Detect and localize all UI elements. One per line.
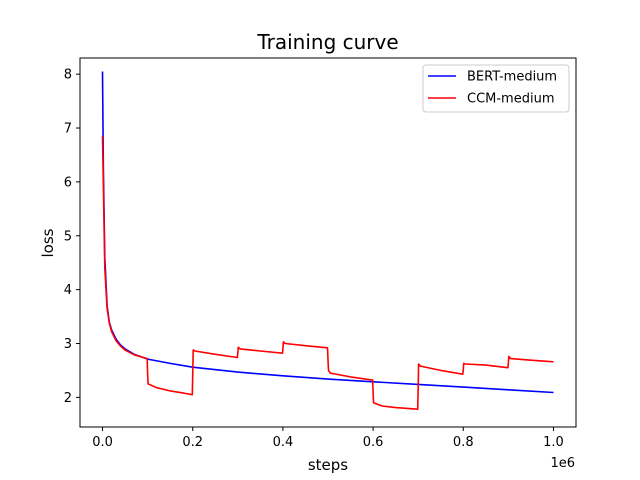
x-tick-label: 0.4 <box>273 435 294 450</box>
legend-label-ccm-medium: CCM-medium <box>467 92 555 107</box>
series-line-bert-medium <box>101 71 554 394</box>
y-axis-label: loss <box>39 228 57 257</box>
x-axis-label: steps <box>308 456 348 474</box>
y-axis: 2 3 4 5 6 7 8 <box>64 68 80 406</box>
x-tick-label: 0.0 <box>92 435 113 450</box>
y-tick-label: 2 <box>64 391 72 406</box>
x-tick-label: 0.6 <box>363 435 384 450</box>
y-tick-label: 8 <box>64 68 72 83</box>
y-tick-label: 6 <box>64 175 72 190</box>
y-tick-label: 4 <box>64 283 72 298</box>
x-tick-label: 1.0 <box>543 435 564 450</box>
legend: BERT-medium CCM-medium <box>422 64 570 113</box>
x-tick-label: 0.8 <box>453 435 474 450</box>
y-tick-label: 3 <box>64 337 72 352</box>
legend-label-bert-medium: BERT-medium <box>467 70 557 85</box>
x-axis: 0.0 0.2 0.4 0.6 0.8 1.0 <box>92 427 564 450</box>
y-tick-label: 5 <box>64 229 72 244</box>
plot-frame <box>79 57 577 428</box>
x-tick-label: 0.2 <box>182 435 203 450</box>
plot-area <box>101 71 554 411</box>
legend-box <box>422 64 570 113</box>
x-axis-offset-label: 1e6 <box>550 456 575 471</box>
series-line-ccm-medium <box>101 136 554 411</box>
chart-title: Training curve <box>256 30 398 54</box>
y-tick-label: 7 <box>64 122 72 137</box>
